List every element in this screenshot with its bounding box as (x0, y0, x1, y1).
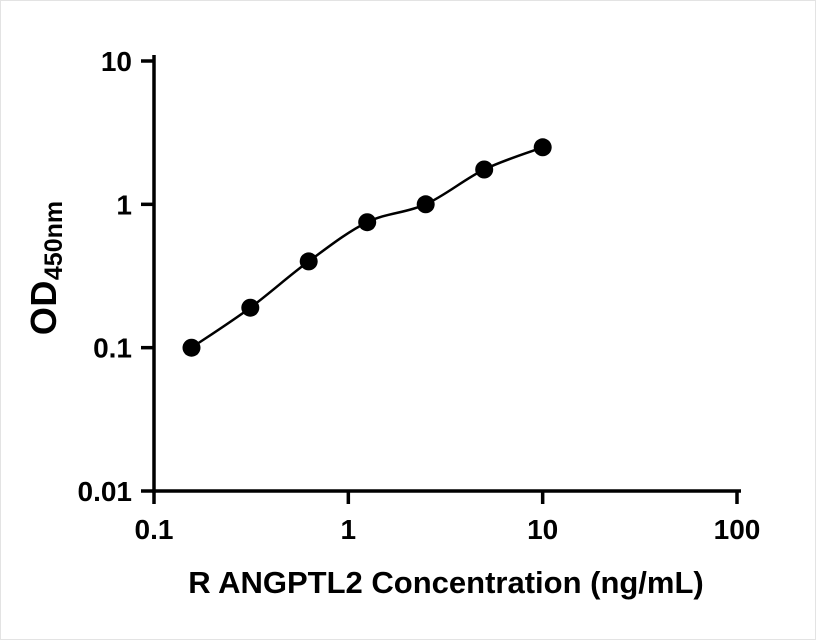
data-point (475, 160, 494, 179)
x-axis-title: R ANGPTL2 Concentration (ng/mL) (188, 565, 704, 600)
y-axis-title-main: OD (23, 280, 64, 336)
data-point (533, 138, 552, 157)
x-tick-label: 100 (714, 514, 761, 545)
fit-curve (190, 146, 544, 349)
data-point (299, 252, 318, 271)
y-tick-label: 1 (116, 189, 132, 220)
x-tick-label: 0.1 (135, 514, 174, 545)
y-tick-label: 0.01 (78, 476, 133, 507)
data-point (416, 195, 435, 214)
data-point (182, 338, 201, 357)
y-tick-label: 0.1 (93, 333, 132, 364)
data-point (241, 298, 260, 317)
x-tick-label: 10 (527, 514, 558, 545)
y-tick-label: 10 (101, 46, 132, 77)
y-axis-title-subscript: 450nm (40, 200, 68, 281)
x-tick-label: 1 (341, 514, 357, 545)
data-point (358, 213, 377, 232)
y-axis-title: OD450nm (23, 201, 69, 335)
